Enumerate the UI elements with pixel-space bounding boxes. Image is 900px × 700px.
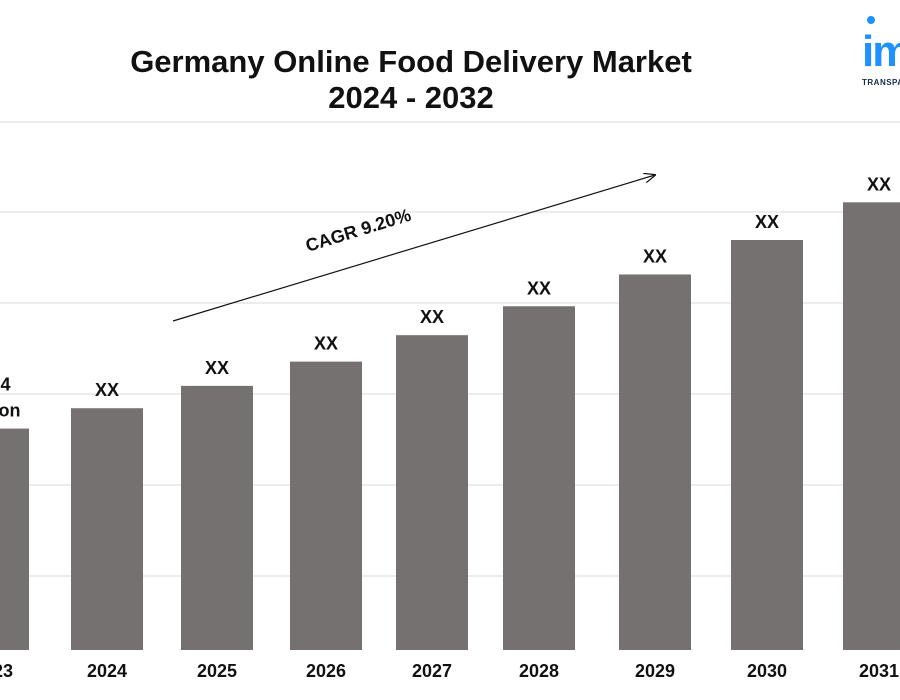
x-tick-2024: 2024 <box>87 661 127 681</box>
data-label-2027: XX <box>420 307 444 327</box>
bar-2024 <box>71 408 143 650</box>
bar-2029 <box>619 274 691 650</box>
data-label-2031: XX <box>867 174 891 194</box>
bar-2025 <box>181 385 253 650</box>
x-axis-tick-labels: 2023 2024 2025 2026 2027 2028 2029 2030 2031 <box>0 661 899 681</box>
data-labels: 12.4Billion XX XX XX XX XX XX XX XX <box>0 174 891 420</box>
x-tick-2031: 2031 <box>859 661 899 681</box>
x-tick-2023: 2023 <box>0 661 13 681</box>
logo-tagline: TRANSPARENCY <box>862 78 900 87</box>
x-tick-2030: 2030 <box>747 661 787 681</box>
logo-mark: im <box>862 27 900 76</box>
cagr-annotation: CAGR 9.20% <box>172 175 655 322</box>
data-label-2024: XX <box>95 380 119 400</box>
company-logo: im TRANSPARENCY <box>858 12 900 92</box>
data-label-2025: XX <box>205 358 229 378</box>
bar-2027 <box>396 335 468 650</box>
data-label-2023: 12.4Billion <box>0 375 21 421</box>
bar-2026 <box>290 361 362 650</box>
bars <box>0 202 900 651</box>
cagr-arrow <box>172 175 655 322</box>
bar-2030 <box>731 240 803 650</box>
x-tick-2026: 2026 <box>306 661 346 681</box>
bar-2031 <box>843 202 900 651</box>
x-tick-2029: 2029 <box>635 661 675 681</box>
bar-2028 <box>503 306 575 650</box>
x-tick-2027: 2027 <box>412 661 452 681</box>
x-tick-2028: 2028 <box>519 661 559 681</box>
chart-title-line-2: 2024 - 2032 <box>328 80 494 115</box>
logo-dot-icon <box>867 16 875 24</box>
data-label-2028: XX <box>527 278 551 298</box>
chart-title: Germany Online Food Delivery Market 2024… <box>0 44 822 116</box>
data-label-2026: XX <box>314 334 338 354</box>
data-label-2029: XX <box>643 246 667 266</box>
data-label-2030: XX <box>755 212 779 232</box>
chart-title-line-1: Germany Online Food Delivery Market <box>130 44 692 79</box>
bar-2023 <box>0 428 29 650</box>
x-tick-2025: 2025 <box>197 661 237 681</box>
